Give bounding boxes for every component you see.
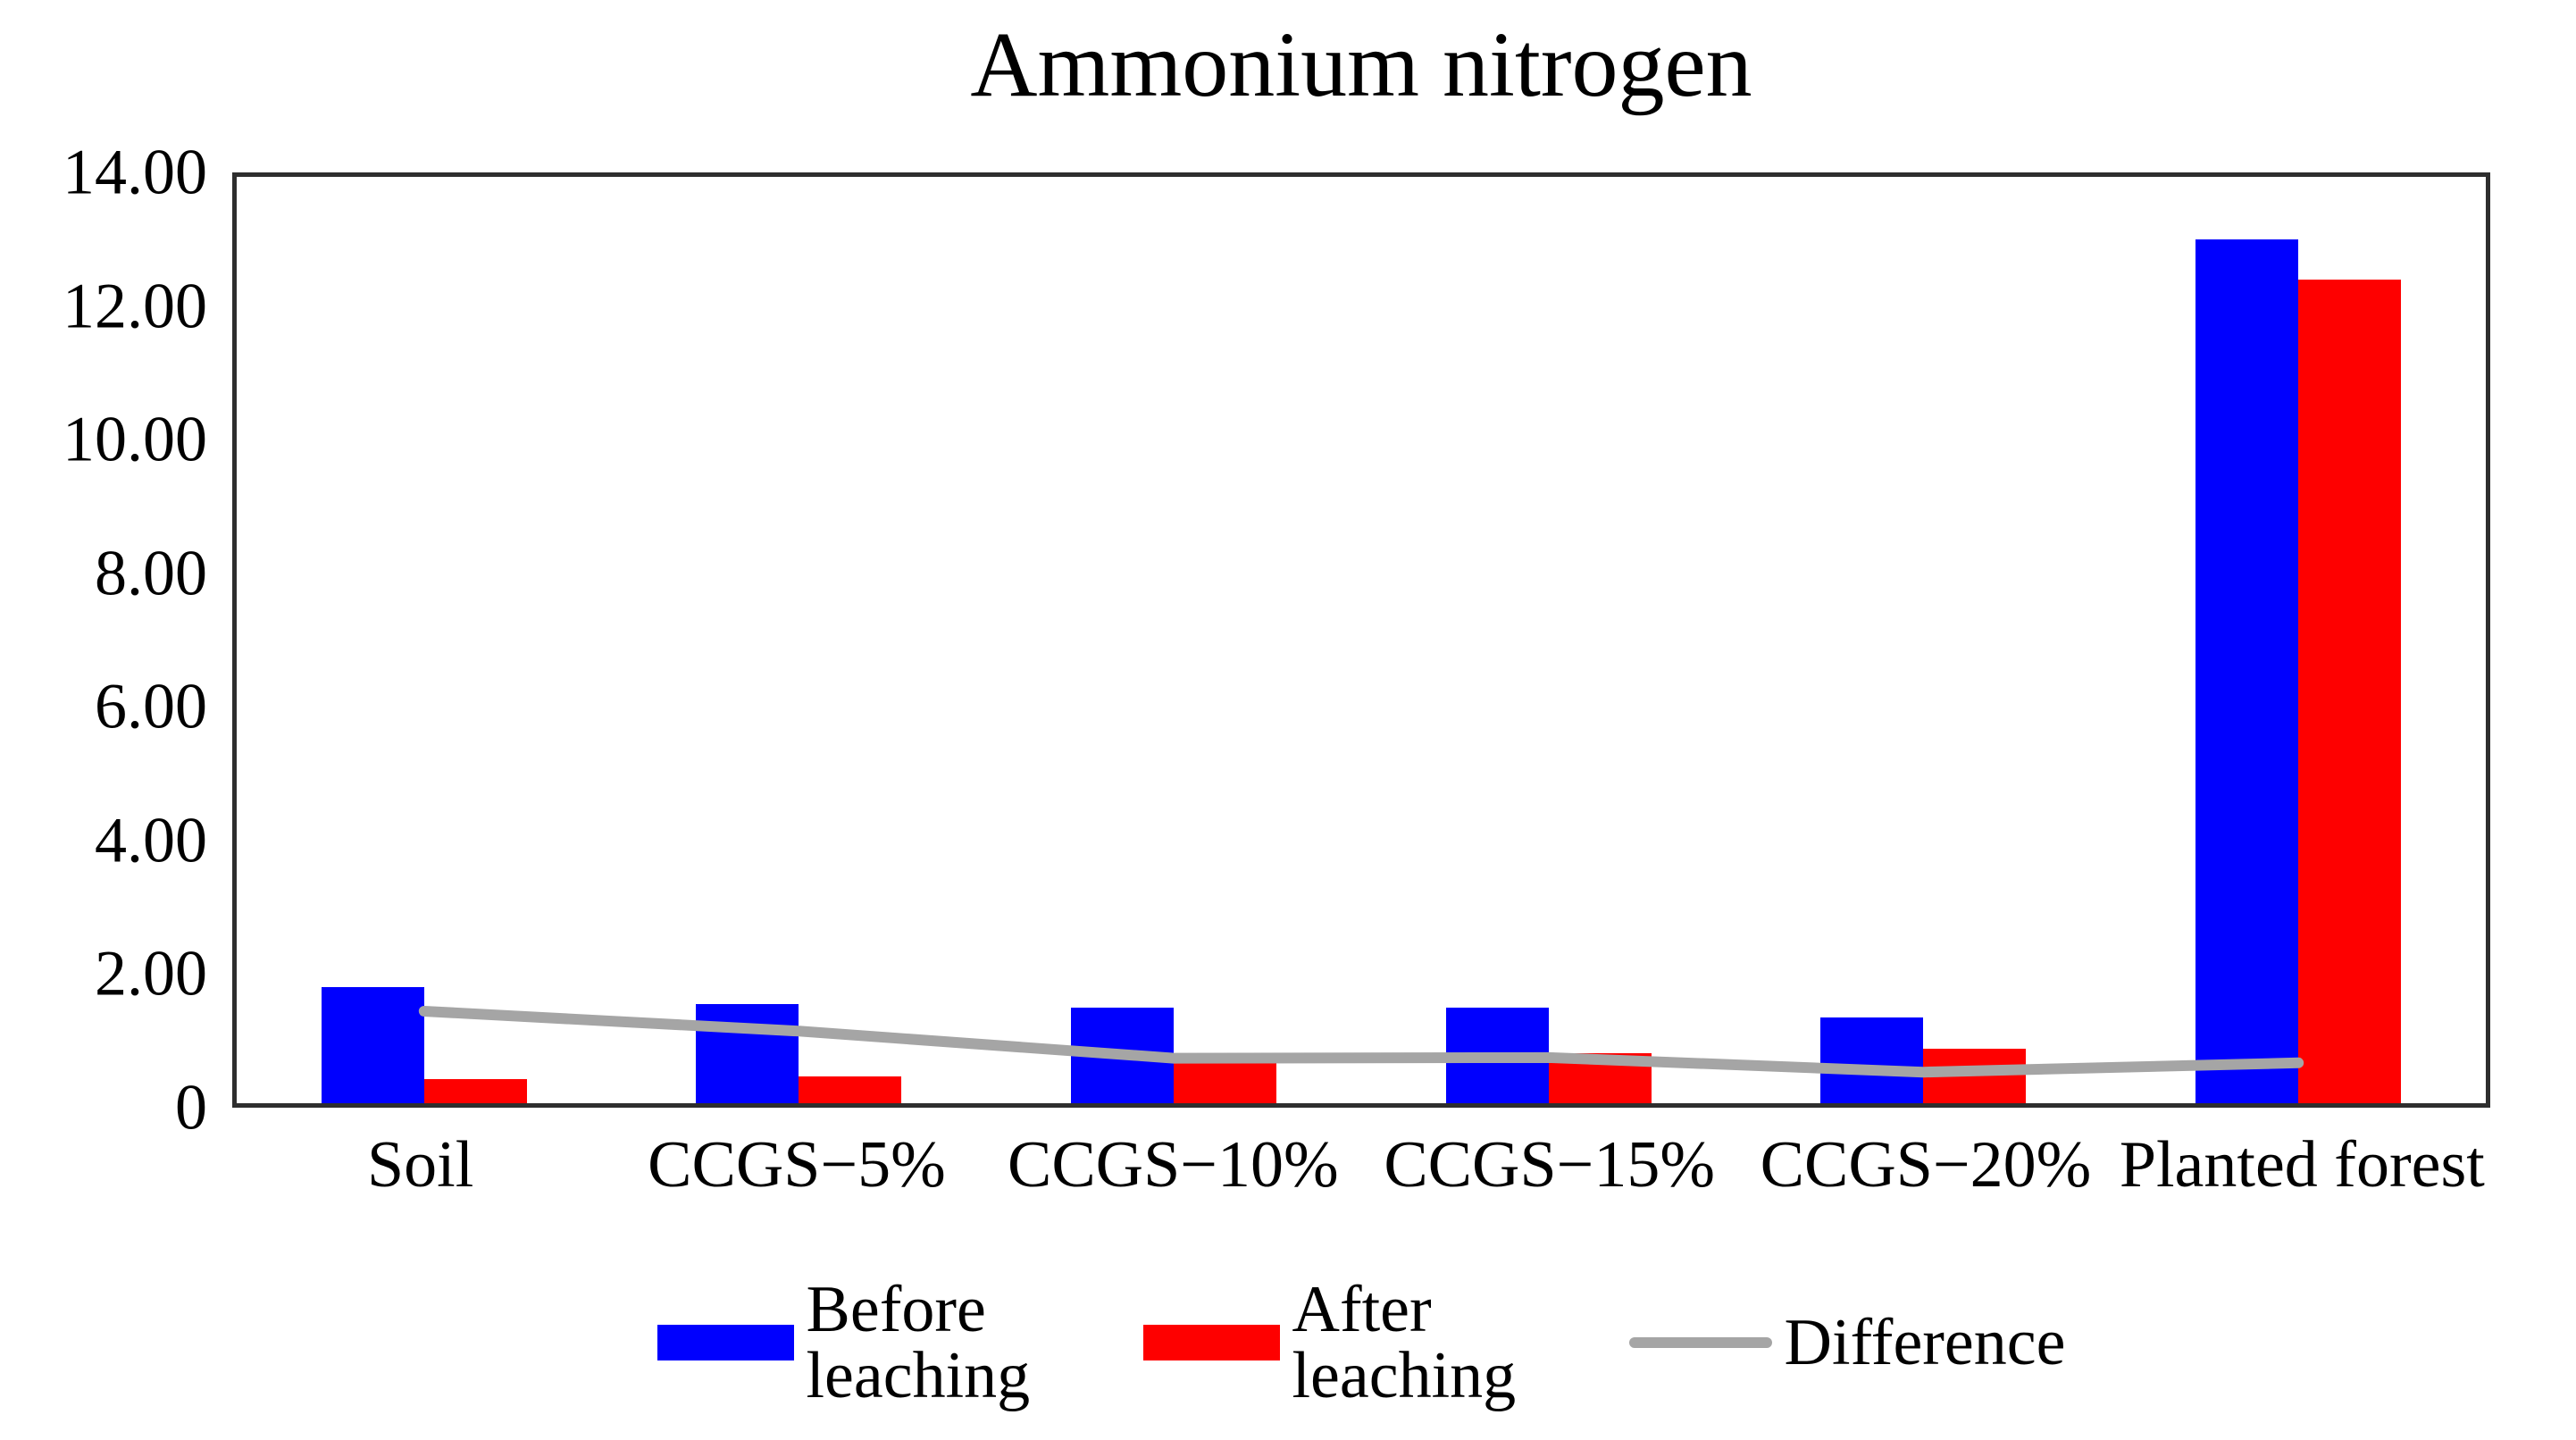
x-tick-label: CCGS−15% xyxy=(1384,1128,1715,1201)
x-tick-label: CCGS−5% xyxy=(648,1128,946,1201)
bar-group xyxy=(237,177,612,1103)
x-tick-label: Planted forest xyxy=(2119,1128,2485,1201)
y-axis: 14.00 12.00 10.00 8.00 6.00 4.00 2.00 0 xyxy=(0,0,207,1440)
legend-swatch-bar xyxy=(1142,1325,1280,1360)
legend-label: After leaching xyxy=(1292,1273,1517,1412)
legend-item-after-leaching: After leaching xyxy=(1142,1273,1565,1412)
legend: Before leaching After leaching Difference xyxy=(232,1258,2490,1427)
bar-group xyxy=(2111,177,2486,1103)
legend-swatch-line xyxy=(1628,1337,1772,1348)
bar-after-leaching xyxy=(1174,1052,1277,1103)
bar-after-leaching xyxy=(1923,1048,2027,1103)
y-tick-label: 14.00 xyxy=(63,136,207,208)
bar-before-leaching xyxy=(2195,239,2299,1103)
y-tick-label: 6.00 xyxy=(95,670,207,742)
y-tick-label: 4.00 xyxy=(95,804,207,876)
bar-group xyxy=(612,177,987,1103)
legend-label: Difference xyxy=(1784,1306,2066,1379)
y-tick-label: 2.00 xyxy=(95,937,207,1009)
legend-item-before-leaching: Before leaching xyxy=(657,1277,1079,1409)
y-tick-label: 0 xyxy=(175,1071,207,1143)
x-tick-label: CCGS−10% xyxy=(1007,1128,1339,1201)
x-tick-label: CCGS−20% xyxy=(1760,1128,2092,1201)
bar-group xyxy=(1361,177,1736,1103)
x-axis: Soil CCGS−5% CCGS−10% CCGS−15% CCGS−20% Plant… xyxy=(232,1127,2490,1226)
legend-label: Before leaching xyxy=(806,1273,1031,1412)
bar-before-leaching xyxy=(321,987,424,1103)
bar-after-leaching xyxy=(799,1076,902,1103)
y-tick-label: 8.00 xyxy=(95,537,207,609)
bar-group xyxy=(986,177,1361,1103)
y-tick-label: 10.00 xyxy=(63,403,207,475)
y-tick-label: 12.00 xyxy=(63,270,207,342)
chart-title: Ammonium nitrogen xyxy=(970,13,1752,116)
bar-group xyxy=(1736,177,2112,1103)
bar-before-leaching xyxy=(1820,1017,1924,1103)
plot-area xyxy=(232,172,2490,1108)
x-tick-label: Soil xyxy=(367,1128,474,1201)
bar-after-leaching xyxy=(423,1079,527,1103)
bar-before-leaching xyxy=(696,1003,799,1103)
bar-before-leaching xyxy=(1071,1008,1175,1103)
bar-after-leaching xyxy=(2298,279,2402,1103)
legend-item-difference: Difference xyxy=(1628,1306,2066,1379)
bar-before-leaching xyxy=(1445,1007,1549,1103)
legend-swatch-bar xyxy=(657,1325,794,1360)
bar-after-leaching xyxy=(1548,1052,1652,1103)
